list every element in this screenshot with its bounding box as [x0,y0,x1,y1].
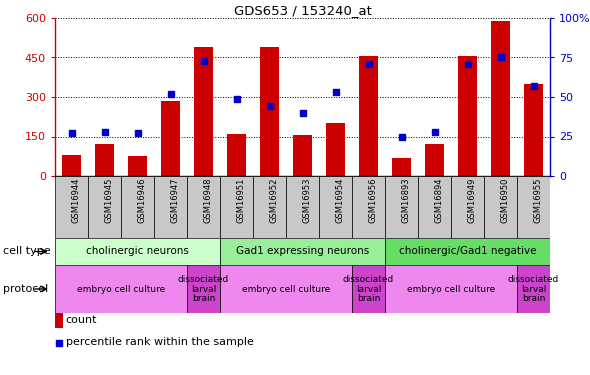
Bar [418,176,451,238]
Bar [227,134,247,176]
Bar [220,238,385,265]
Bar [194,47,214,176]
Bar [385,176,418,238]
Bar [392,158,411,176]
Title: GDS653 / 153240_at: GDS653 / 153240_at [234,4,372,17]
Bar [286,176,319,238]
Text: GSM16893: GSM16893 [402,178,411,224]
Text: GSM16946: GSM16946 [137,178,146,224]
Text: Gad1 expressing neurons: Gad1 expressing neurons [236,246,369,256]
Bar [425,144,444,176]
Bar [491,21,510,176]
Bar [260,47,280,176]
Bar [517,176,550,238]
Bar [352,176,385,238]
Bar [55,176,88,238]
Bar [154,176,187,238]
Bar [127,156,148,176]
Text: GSM16947: GSM16947 [171,178,179,224]
Text: embryo cell culture: embryo cell culture [407,285,495,294]
Text: dissociated
larval
brain: dissociated larval brain [508,275,559,303]
Bar [458,56,477,176]
Text: cholinergic/Gad1 negative: cholinergic/Gad1 negative [399,246,536,256]
Text: GSM16944: GSM16944 [71,178,80,223]
Text: embryo cell culture: embryo cell culture [77,285,165,294]
Bar [484,176,517,238]
Bar [352,265,385,313]
Text: percentile rank within the sample: percentile rank within the sample [65,337,254,347]
Text: GSM16945: GSM16945 [104,178,113,223]
Bar [451,176,484,238]
Bar [55,238,220,265]
Bar [523,84,543,176]
Bar [359,56,378,176]
Text: embryo cell culture: embryo cell culture [242,285,330,294]
Text: GSM16951: GSM16951 [237,178,245,223]
Bar [517,265,550,313]
Text: GSM16956: GSM16956 [369,178,378,224]
Text: GSM16954: GSM16954 [336,178,345,223]
Text: GSM16948: GSM16948 [204,178,212,224]
Bar [187,265,220,313]
Text: cell type: cell type [3,246,51,256]
Bar [61,155,81,176]
Text: dissociated
larval
brain: dissociated larval brain [178,275,229,303]
Bar [187,176,220,238]
Bar [385,238,550,265]
Bar [293,135,312,176]
Text: GSM16950: GSM16950 [500,178,510,223]
Text: dissociated
larval
brain: dissociated larval brain [343,275,394,303]
Bar [326,123,345,176]
Bar [160,101,181,176]
Bar [121,176,154,238]
Bar [220,265,352,313]
Text: GSM16894: GSM16894 [434,178,444,224]
Text: GSM16949: GSM16949 [467,178,477,223]
Text: GSM16952: GSM16952 [270,178,278,223]
Bar [94,144,114,176]
Bar [55,265,187,313]
Bar [319,176,352,238]
Text: GSM16955: GSM16955 [533,178,542,223]
Text: cholinergic neurons: cholinergic neurons [86,246,189,256]
Bar [220,176,253,238]
Text: count: count [65,315,97,325]
Bar [385,265,517,313]
Bar [88,176,121,238]
Text: protocol: protocol [3,284,48,294]
Text: GSM16953: GSM16953 [303,178,312,224]
Bar [253,176,286,238]
